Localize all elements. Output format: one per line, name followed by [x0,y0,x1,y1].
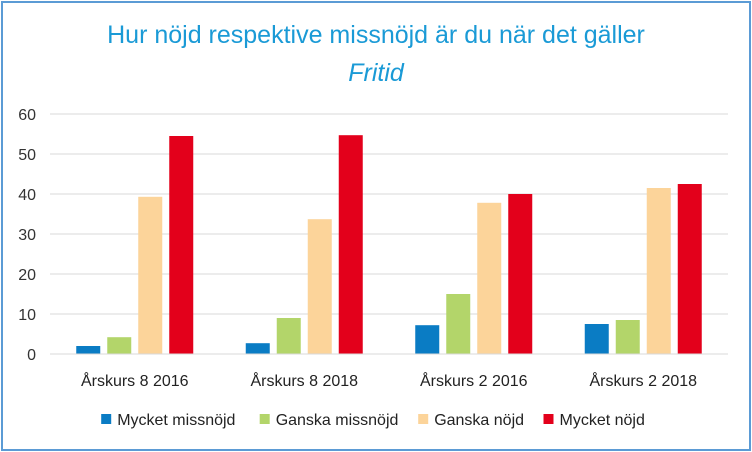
y-axis-ticks: 0 10 20 30 40 50 60 [18,107,36,364]
legend-swatch [543,414,554,424]
bar-mycket-nöjd-3 [677,184,702,354]
bar-mycket-missnöjd-1 [245,343,270,354]
bar-mycket-nöjd-2 [508,194,533,354]
gridlines [50,113,728,315]
bar-ganska-nöjd-2 [477,202,502,354]
y-tick-label: 50 [18,147,36,164]
legend-label: Ganska missnöjd [276,412,399,429]
chart-subtitle: Fritid [348,59,404,87]
bar-ganska-missnöjd-1 [276,318,301,354]
legend-label: Mycket nöjd [560,412,645,429]
bar-mycket-nöjd-0 [169,136,194,354]
bar-ganska-nöjd-3 [646,188,671,354]
x-category-label: Årskurs 2 2016 [420,371,528,390]
legend-swatch [418,414,429,424]
y-tick-label: 30 [18,227,36,244]
x-axis-categories: Årskurs 8 2016 Årskurs 8 2018 Årskurs 2 20… [81,371,697,390]
bar-ganska-missnöjd-2 [446,294,471,354]
bar-ganska-missnöjd-3 [615,320,640,354]
bar-mycket-missnöjd-0 [76,346,101,354]
legend-label: Ganska nöjd [434,412,524,429]
bar-mycket-nöjd-1 [338,135,363,354]
chart-title: Hur nöjd respektive missnöjd är du när d… [107,21,645,49]
legend: Mycket missnöjd Ganska missnöjd Ganska nöj… [101,412,645,429]
bar-ganska-missnöjd-0 [107,337,132,354]
x-category-label: Årskurs 8 2018 [250,371,358,390]
y-tick-label: 40 [18,187,36,204]
legend-label: Mycket missnöjd [117,412,235,429]
y-tick-label: 60 [18,107,36,124]
x-category-label: Årskurs 8 2016 [81,371,189,390]
y-tick-label: 20 [18,267,36,284]
bar-ganska-nöjd-0 [138,196,163,354]
bars [76,135,702,354]
y-tick-label: 0 [27,347,36,364]
bar-mycket-missnöjd-2 [415,325,440,354]
y-tick-label: 10 [18,307,36,324]
bar-mycket-missnöjd-3 [584,324,609,354]
legend-swatch [259,414,270,424]
bar-ganska-nöjd-1 [307,219,332,354]
legend-swatch [101,414,112,424]
x-category-label: Årskurs 2 2018 [589,371,697,390]
